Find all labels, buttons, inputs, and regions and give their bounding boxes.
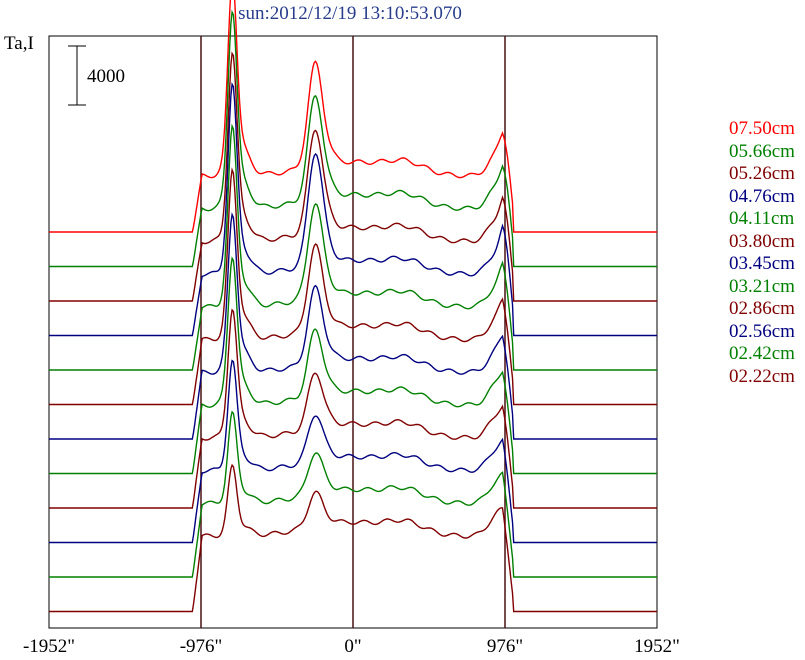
series-line-02.86cm	[49, 308, 657, 509]
legend-item: 04.11cm	[729, 208, 795, 229]
legend-item: 02.86cm	[729, 298, 795, 319]
series-line-02.22cm	[49, 463, 657, 613]
series-line-03.21cm	[49, 256, 657, 475]
legend-item: 05.26cm	[729, 163, 795, 184]
series-line-05.66cm	[49, 9, 657, 268]
legend-item: 05.66cm	[729, 140, 795, 162]
legend-item: 02.56cm	[729, 320, 795, 342]
series-line-02.42cm	[49, 410, 657, 578]
x-tick-label: 976"	[486, 636, 524, 657]
series-line-02.56cm	[49, 359, 657, 544]
legend-item: 02.42cm	[729, 343, 795, 364]
legend-item: 02.22cm	[729, 365, 795, 387]
legend-item: 03.45cm	[729, 253, 795, 274]
y-axis-label: Ta,I	[4, 33, 34, 54]
series-line-03.45cm	[49, 212, 657, 440]
series-line-04.76cm	[49, 82, 657, 337]
legend-item: 03.80cm	[729, 230, 795, 252]
x-tick-label: -976"	[179, 636, 223, 657]
series-line-04.11cm	[49, 123, 657, 371]
x-tick-label: 0"	[344, 636, 362, 657]
series-line-05.26cm	[49, 51, 657, 302]
chart-title: sun:2012/12/19 13:10:53.070	[238, 3, 462, 24]
x-tick-label: 1952"	[634, 636, 680, 657]
scale-bar-label: 4000	[87, 66, 125, 87]
legend: 07.50cm 05.66cm 05.26cm 04.76cm 04.11cm 03.80…	[729, 118, 795, 388]
legend-item: 04.76cm	[729, 185, 795, 207]
scale-bar	[68, 45, 86, 106]
series-line-07.50cm	[49, 0, 657, 233]
legend-item: 07.50cm	[729, 118, 795, 139]
x-tick-label: -1952"	[22, 636, 76, 657]
legend-item: 03.21cm	[729, 275, 795, 297]
series-line-03.80cm	[49, 167, 657, 406]
